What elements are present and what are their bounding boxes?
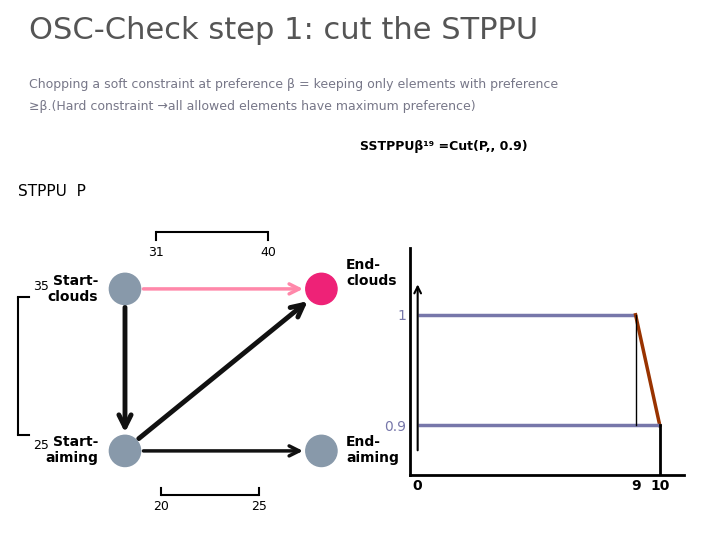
Text: Start-
aiming: Start- aiming xyxy=(45,435,98,465)
Text: OSC-Check step 1: cut the STPPU: OSC-Check step 1: cut the STPPU xyxy=(29,16,538,45)
Text: STPPU  P: STPPU P xyxy=(18,184,86,199)
Text: SSTPPUβ¹⁹ =Cut(P,, 0.9): SSTPPUβ¹⁹ =Cut(P,, 0.9) xyxy=(360,140,528,153)
Text: End-
aiming: End- aiming xyxy=(346,435,399,465)
Text: Chopping a soft constraint at preference β = keeping only elements with preferen: Chopping a soft constraint at preference… xyxy=(29,78,558,91)
Text: 35: 35 xyxy=(33,280,50,293)
Ellipse shape xyxy=(109,273,140,305)
Text: 25: 25 xyxy=(33,438,50,452)
Text: Start-
clouds: Start- clouds xyxy=(48,274,98,304)
Text: 40: 40 xyxy=(260,246,276,259)
Text: 31: 31 xyxy=(148,246,164,259)
Text: 20: 20 xyxy=(153,500,168,512)
Ellipse shape xyxy=(109,435,140,467)
Text: End-
clouds: End- clouds xyxy=(346,258,397,288)
Text: ≥β.(Hard constraint →all allowed elements have maximum preference): ≥β.(Hard constraint →all allowed element… xyxy=(29,100,475,113)
Ellipse shape xyxy=(306,435,337,467)
Text: 25: 25 xyxy=(251,500,267,512)
Ellipse shape xyxy=(306,273,337,305)
